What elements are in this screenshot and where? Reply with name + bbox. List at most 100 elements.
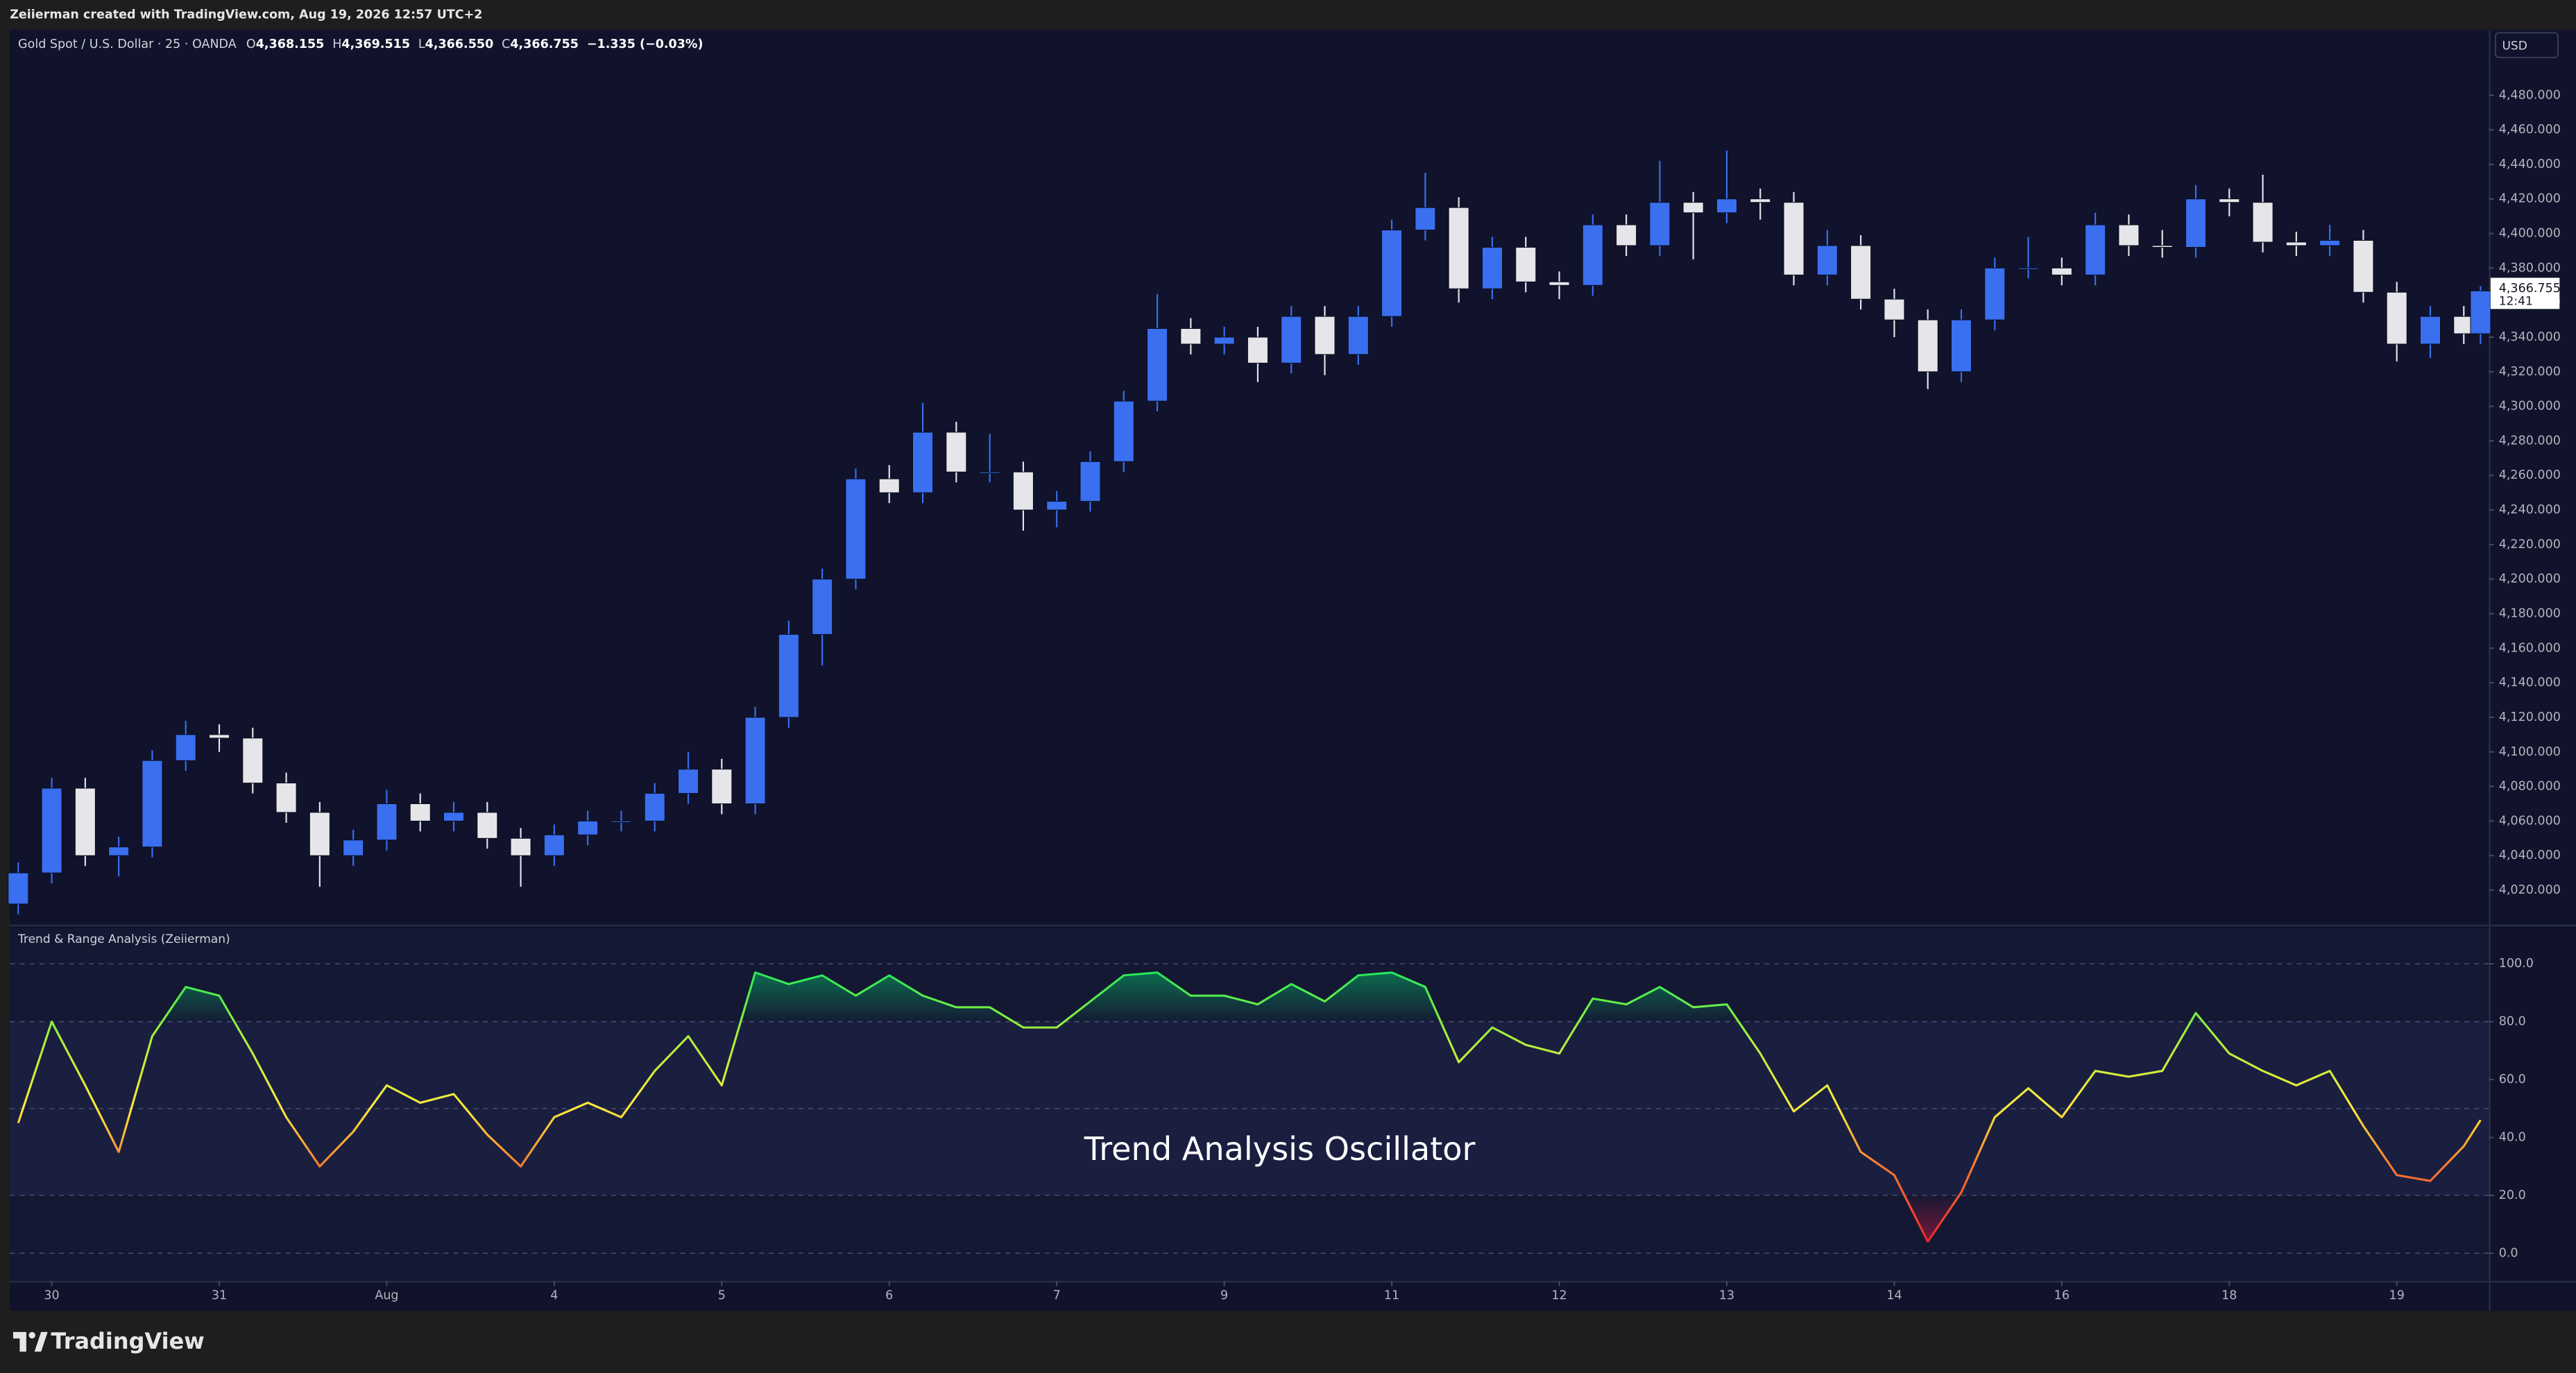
brand-logo-dot xyxy=(28,1331,35,1339)
candle-body xyxy=(1314,316,1336,355)
candle-body xyxy=(543,834,565,856)
candle-body xyxy=(2252,202,2274,243)
x-tick-label: 30 xyxy=(44,1289,59,1303)
x-tick-label: 12 xyxy=(1551,1289,1567,1303)
y-tick-label: 4,480.000 xyxy=(2499,88,2561,102)
candle-body xyxy=(275,783,297,813)
candle-body xyxy=(343,839,364,856)
candle-body xyxy=(1549,281,1570,286)
candle-body xyxy=(2319,240,2341,246)
x-tick-label: 6 xyxy=(885,1289,893,1303)
x-tick-label: 13 xyxy=(1719,1289,1734,1303)
range-band xyxy=(10,1021,2489,1195)
y-tick-label: 4,060.000 xyxy=(2499,814,2561,828)
y-tick-label: 4,260.000 xyxy=(2499,468,2561,482)
symbol-title: Gold Spot / U.S. Dollar · 25 · OANDA xyxy=(18,37,237,51)
candle-body xyxy=(1046,501,1068,511)
last-price-label: 4,366.755 xyxy=(2499,282,2561,296)
candle-body xyxy=(2118,224,2140,246)
x-tick-label: 11 xyxy=(1384,1289,1399,1303)
y-tick-label: 4,100.000 xyxy=(2499,745,2561,759)
oscillator-line xyxy=(17,971,2482,1243)
candle-body xyxy=(510,837,531,856)
candle-body xyxy=(1682,202,1704,214)
x-tick-label: Aug xyxy=(375,1289,398,1303)
y-tick-label: 4,160.000 xyxy=(2499,641,2561,655)
ohlc-value: 4,366.755 xyxy=(510,37,579,51)
candle-body xyxy=(2219,198,2240,203)
candle-body xyxy=(1180,328,1202,345)
candle-body xyxy=(2151,245,2173,248)
y-tick-label: 80.0 xyxy=(2499,1015,2526,1029)
candle-body xyxy=(678,769,699,794)
y-tick-label: 100.0 xyxy=(2499,957,2534,971)
candle-body xyxy=(778,633,799,718)
candle-body xyxy=(108,846,130,856)
y-tick-label: 4,120.000 xyxy=(2499,710,2561,724)
candle-body xyxy=(979,471,1000,474)
x-tick-label: 5 xyxy=(718,1289,726,1303)
candle-body xyxy=(1481,246,1503,289)
y-tick-label: 4,240.000 xyxy=(2499,503,2561,517)
x-tick-label: 18 xyxy=(2221,1289,2237,1303)
x-tick-label: 14 xyxy=(1886,1289,1902,1303)
currency-label: USD xyxy=(2502,39,2527,53)
x-tick-label: 7 xyxy=(1053,1289,1061,1303)
candle-body xyxy=(142,760,163,848)
candle-body xyxy=(611,820,632,823)
candle-body xyxy=(209,734,230,739)
x-tick-label: 9 xyxy=(1220,1289,1228,1303)
candle-body xyxy=(1381,230,1403,317)
header-credit: Zeiierman created with TradingView.com, … xyxy=(10,8,482,22)
candle-body xyxy=(74,787,96,856)
last-price-tag xyxy=(2490,278,2560,309)
candle-body xyxy=(1080,461,1101,502)
candle-body xyxy=(1012,471,1034,511)
candle-body xyxy=(1448,207,1469,289)
x-tick-label: 16 xyxy=(2054,1289,2070,1303)
price-axis-area xyxy=(2490,29,2576,1311)
y-tick-label: 4,020.000 xyxy=(2499,883,2561,897)
candle-body xyxy=(1816,245,1838,275)
candle-body xyxy=(1113,400,1134,462)
y-tick-label: 4,300.000 xyxy=(2499,400,2561,413)
brand: TradingView xyxy=(12,1328,205,1354)
candle-body xyxy=(1750,198,1771,203)
candle-body xyxy=(744,717,766,804)
candle-body xyxy=(1884,298,1905,321)
candle-body xyxy=(912,432,934,493)
candle-body xyxy=(2085,224,2106,275)
x-tick-label: 4 xyxy=(550,1289,558,1303)
y-tick-label: 4,040.000 xyxy=(2499,848,2561,862)
brand-logo-slash xyxy=(34,1331,48,1352)
y-tick-label: 4,420.000 xyxy=(2499,192,2561,206)
brand-logo xyxy=(12,1331,26,1352)
candle-body xyxy=(577,820,599,835)
y-tick-label: 4,140.000 xyxy=(2499,676,2561,690)
y-tick-label: 4,440.000 xyxy=(2499,157,2561,171)
y-tick-label: 4,080.000 xyxy=(2499,780,2561,794)
y-tick-label: 4,280.000 xyxy=(2499,434,2561,447)
candle-body xyxy=(2185,198,2206,248)
brand-name: TradingView xyxy=(51,1328,204,1354)
candle-body xyxy=(1147,328,1168,402)
candle-body xyxy=(1951,319,1972,373)
candle-body xyxy=(2051,267,2072,275)
ohlc-value: 4,366.550 xyxy=(425,37,494,51)
candle-body xyxy=(1716,198,1737,214)
y-tick-label: 4,340.000 xyxy=(2499,330,2561,344)
candle-body xyxy=(2285,241,2307,246)
candle-body xyxy=(175,734,196,761)
y-tick-label: 60.0 xyxy=(2499,1073,2526,1086)
candle-body xyxy=(376,803,398,841)
legend: Gold Spot / U.S. Dollar · 25 · OANDA O4,3… xyxy=(18,37,703,51)
candle-body xyxy=(1582,224,1603,286)
countdown-label: 12:41 xyxy=(2499,295,2533,309)
ohlc-label: C xyxy=(502,37,510,51)
candle-body xyxy=(1984,267,2006,321)
candle-body xyxy=(845,478,867,580)
candle-body xyxy=(1247,336,1268,364)
candle-body xyxy=(1281,316,1302,364)
candle-body xyxy=(2386,291,2407,345)
